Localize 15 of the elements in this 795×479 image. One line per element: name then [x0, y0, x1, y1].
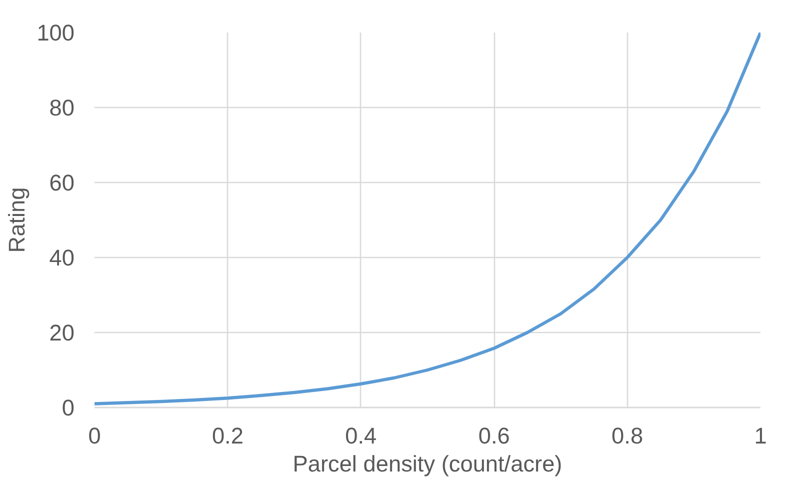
y-tick-label: 60: [49, 170, 74, 196]
x-tick-label: 0.4: [345, 422, 377, 448]
y-tick-label: 100: [36, 20, 75, 46]
x-tick-label: 0: [88, 422, 101, 448]
y-tick-label: 40: [49, 244, 74, 270]
x-tick-label: 1: [754, 422, 767, 448]
y-tick-label: 20: [49, 320, 74, 346]
line-series: [94, 32, 760, 406]
x-axis-title: Parcel density (count/acre): [292, 450, 562, 476]
x-tick-label: 0.6: [478, 422, 510, 448]
x-tick-label: 0.8: [612, 422, 644, 448]
y-axis-title: Rating: [4, 187, 30, 253]
y-tick-label: 0: [62, 394, 75, 420]
y-tick-label: 80: [49, 94, 74, 120]
x-tick-label: 0.2: [212, 422, 244, 448]
